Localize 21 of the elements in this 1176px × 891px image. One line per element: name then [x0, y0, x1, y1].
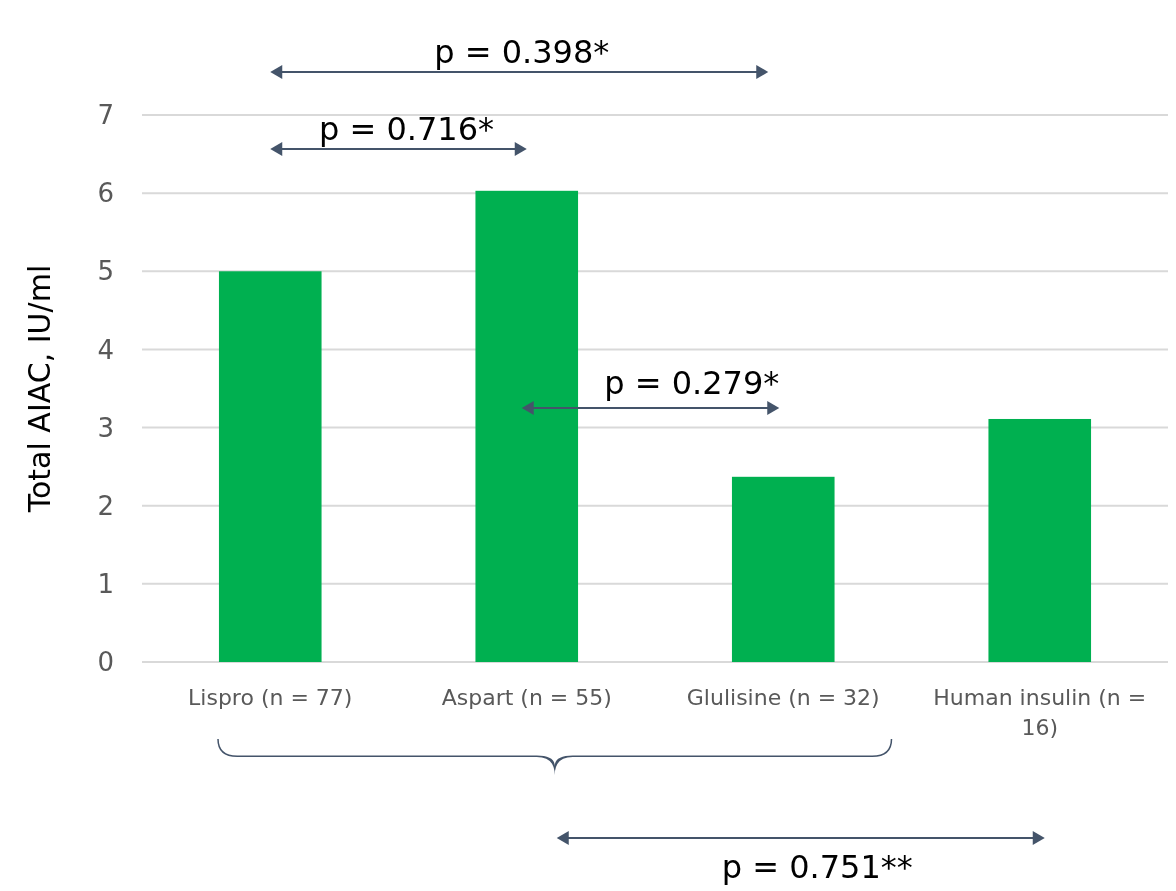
y-tick-label: 2 [97, 490, 114, 521]
x-tick-label: Glulisine (n = 32) [686, 685, 880, 710]
y-tick-label: 6 [97, 178, 114, 209]
bar [731, 476, 835, 662]
y-tick-label: 7 [97, 100, 114, 131]
y-axis-title: Total AIAC, IU/ml [22, 264, 57, 514]
x-tick-label: Aspart (n = 55) [441, 685, 612, 710]
y-tick-label: 0 [97, 647, 114, 678]
y-tick-label: 3 [97, 412, 114, 443]
x-tick-label: Lispro (n = 77) [188, 685, 353, 710]
y-tick-label: 4 [97, 334, 114, 365]
bar [218, 271, 322, 662]
text: p = 0.398* [434, 33, 610, 71]
annotation: p = 0.716* [318, 110, 495, 148]
x-tick-label: Human insulin (n = 16) [933, 685, 1147, 740]
bar [475, 190, 579, 662]
annotation: p = 0.279* [604, 364, 780, 402]
text: p = 0.751** [721, 848, 913, 886]
bar [988, 418, 1092, 662]
y-tick-label: 1 [97, 568, 114, 599]
y-tick-label: 5 [97, 256, 114, 287]
